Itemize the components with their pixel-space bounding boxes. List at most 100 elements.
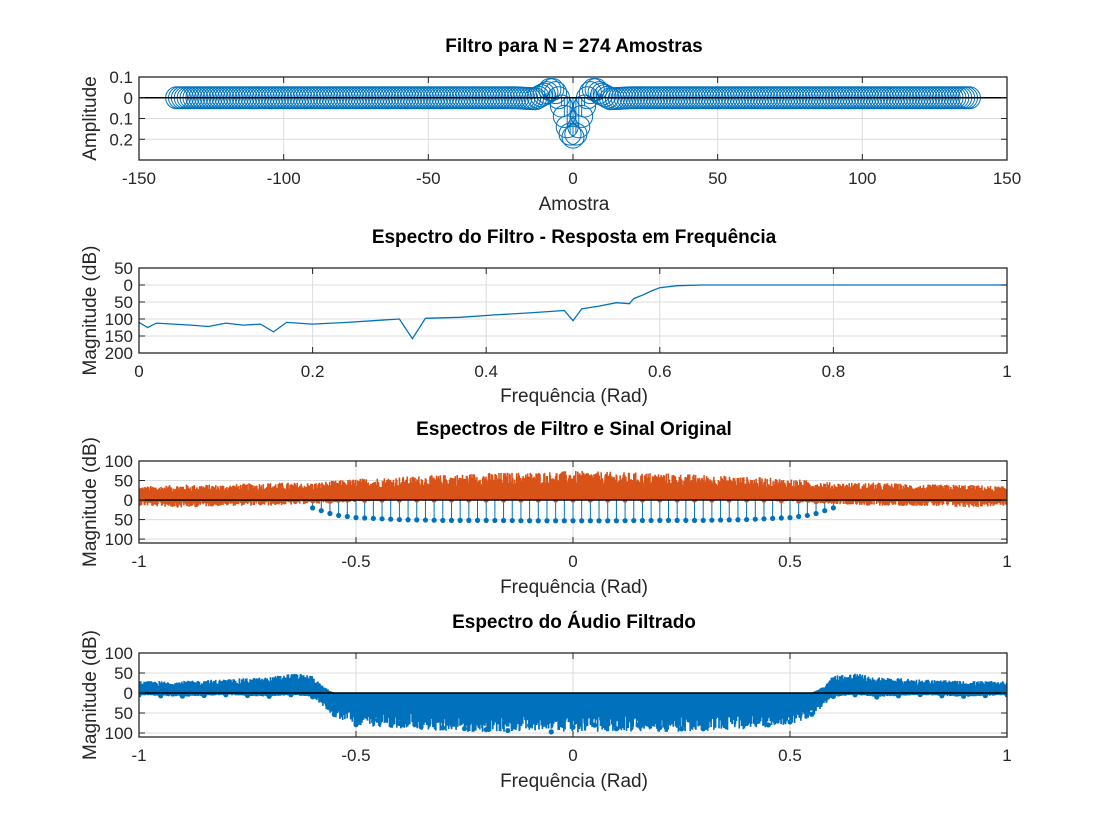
filtered-marker xyxy=(874,694,880,700)
filter-stem-marker xyxy=(457,517,463,523)
series-line xyxy=(139,284,1007,340)
x-axis-label: Amostra xyxy=(539,194,610,215)
filter-stem-marker xyxy=(761,516,767,522)
filter-stem-marker xyxy=(822,508,828,514)
filter-stem-marker xyxy=(405,517,411,523)
stem-marker xyxy=(529,84,553,108)
x-tick-label: 100 xyxy=(848,169,876,188)
filter-stem-marker xyxy=(813,510,819,517)
filter-stem-marker xyxy=(570,518,576,524)
y-tick-label: 0 xyxy=(124,89,133,108)
filter-stem-marker xyxy=(648,517,654,524)
y-tick-label: 100 xyxy=(105,310,133,329)
filter-stem-marker xyxy=(336,512,342,519)
stem-marker xyxy=(544,81,568,105)
x-tick-label: 0.2 xyxy=(301,362,325,381)
filter-stem-marker xyxy=(553,518,559,524)
x-tick-label: 50 xyxy=(708,169,727,188)
y-tick-label: 100 xyxy=(105,530,133,549)
y-tick-label: 0 xyxy=(124,491,133,510)
filtered-marker xyxy=(570,724,576,730)
filtered-marker xyxy=(787,719,793,725)
filter-stem-marker xyxy=(735,517,741,523)
filtered-marker xyxy=(765,722,771,728)
filter-stem-marker xyxy=(726,517,732,523)
filter-stem-marker xyxy=(683,517,689,523)
plot-area xyxy=(139,284,1007,340)
filtered-marker xyxy=(744,720,750,727)
y-tick-label: 50 xyxy=(114,704,133,723)
filtered-marker xyxy=(939,693,945,699)
filter-stem-marker xyxy=(544,518,550,524)
stem-marker xyxy=(558,122,582,146)
stem-marker xyxy=(593,84,617,108)
y-tick-label: 150 xyxy=(105,327,133,346)
filter-stem-marker xyxy=(492,517,498,524)
filter-stem-marker xyxy=(639,517,646,524)
original-marker xyxy=(969,499,975,506)
filtered-marker xyxy=(331,711,337,718)
filtered-marker xyxy=(158,693,164,699)
filtered-marker xyxy=(961,693,967,699)
x-axis-label: Frequência (Rad) xyxy=(500,577,648,598)
filter-stem-marker xyxy=(422,517,429,523)
filter-stem-marker xyxy=(344,513,350,520)
y-axis-label: Magnitude (dB) xyxy=(80,630,101,760)
filter-stem-marker xyxy=(596,518,602,524)
x-tick-label: -1 xyxy=(131,552,146,571)
filter-stem-marker xyxy=(535,518,541,524)
original-marker xyxy=(917,500,923,506)
x-tick-label: 0.5 xyxy=(778,746,802,765)
filter-stem-marker xyxy=(709,517,715,523)
x-tick-label: 150 xyxy=(993,169,1021,188)
original-marker xyxy=(327,498,333,504)
stem-marker xyxy=(573,94,597,118)
y-tick-label: 100 xyxy=(105,644,133,663)
filter-stem-marker xyxy=(752,516,758,522)
y-tick-label: 0.1 xyxy=(109,110,133,129)
x-tick-label: 0.5 xyxy=(778,552,802,571)
y-tick-label: 50 xyxy=(114,664,133,683)
filtered-marker xyxy=(418,724,424,730)
filter-stem-marker xyxy=(466,517,472,523)
x-tick-label: -0.5 xyxy=(341,746,370,765)
x-tick-label: -1 xyxy=(131,746,146,765)
filter-stem-marker xyxy=(448,517,455,523)
y-tick-label: 0 xyxy=(124,684,133,703)
filter-stem-marker xyxy=(691,517,698,523)
stem-marker xyxy=(561,125,585,149)
filter-stem-marker xyxy=(561,518,567,524)
filtered-marker xyxy=(635,722,641,728)
filter-stem-marker xyxy=(778,515,784,521)
plot-area xyxy=(139,471,1007,524)
filtered-marker xyxy=(483,726,489,733)
y-axis-label: Magnitude (dB) xyxy=(80,437,101,567)
y-axis-label: Magnitude (dB) xyxy=(80,246,101,376)
y-tick-label: 200 xyxy=(105,344,133,363)
filter-stem-marker xyxy=(587,518,593,524)
filter-stem-marker xyxy=(631,517,637,524)
filtered-marker xyxy=(396,720,402,727)
filtered-marker xyxy=(179,693,185,699)
filter-stem-marker xyxy=(500,517,507,524)
chart-title: Filtro para N = 274 Amostras xyxy=(445,36,702,57)
x-tick-label: -150 xyxy=(122,169,156,188)
filtered-marker xyxy=(201,692,207,699)
x-tick-label: -0.5 xyxy=(341,552,370,571)
filter-stem-marker xyxy=(474,517,481,523)
filter-stem-marker xyxy=(431,517,437,523)
x-tick-label: 0 xyxy=(134,362,143,381)
y-tick-label: 0.2 xyxy=(109,130,133,149)
x-tick-label: 0.4 xyxy=(474,362,498,381)
filter-stem-marker xyxy=(657,517,663,523)
filtered-marker xyxy=(461,726,468,732)
filter-stem-marker xyxy=(787,515,793,521)
original-marker xyxy=(796,498,802,504)
filtered-marker xyxy=(527,722,533,728)
filter-stem-marker xyxy=(388,516,394,522)
filter-stem-marker xyxy=(483,517,489,523)
stem-marker xyxy=(570,104,594,128)
y-tick-label: 0 xyxy=(124,276,133,295)
